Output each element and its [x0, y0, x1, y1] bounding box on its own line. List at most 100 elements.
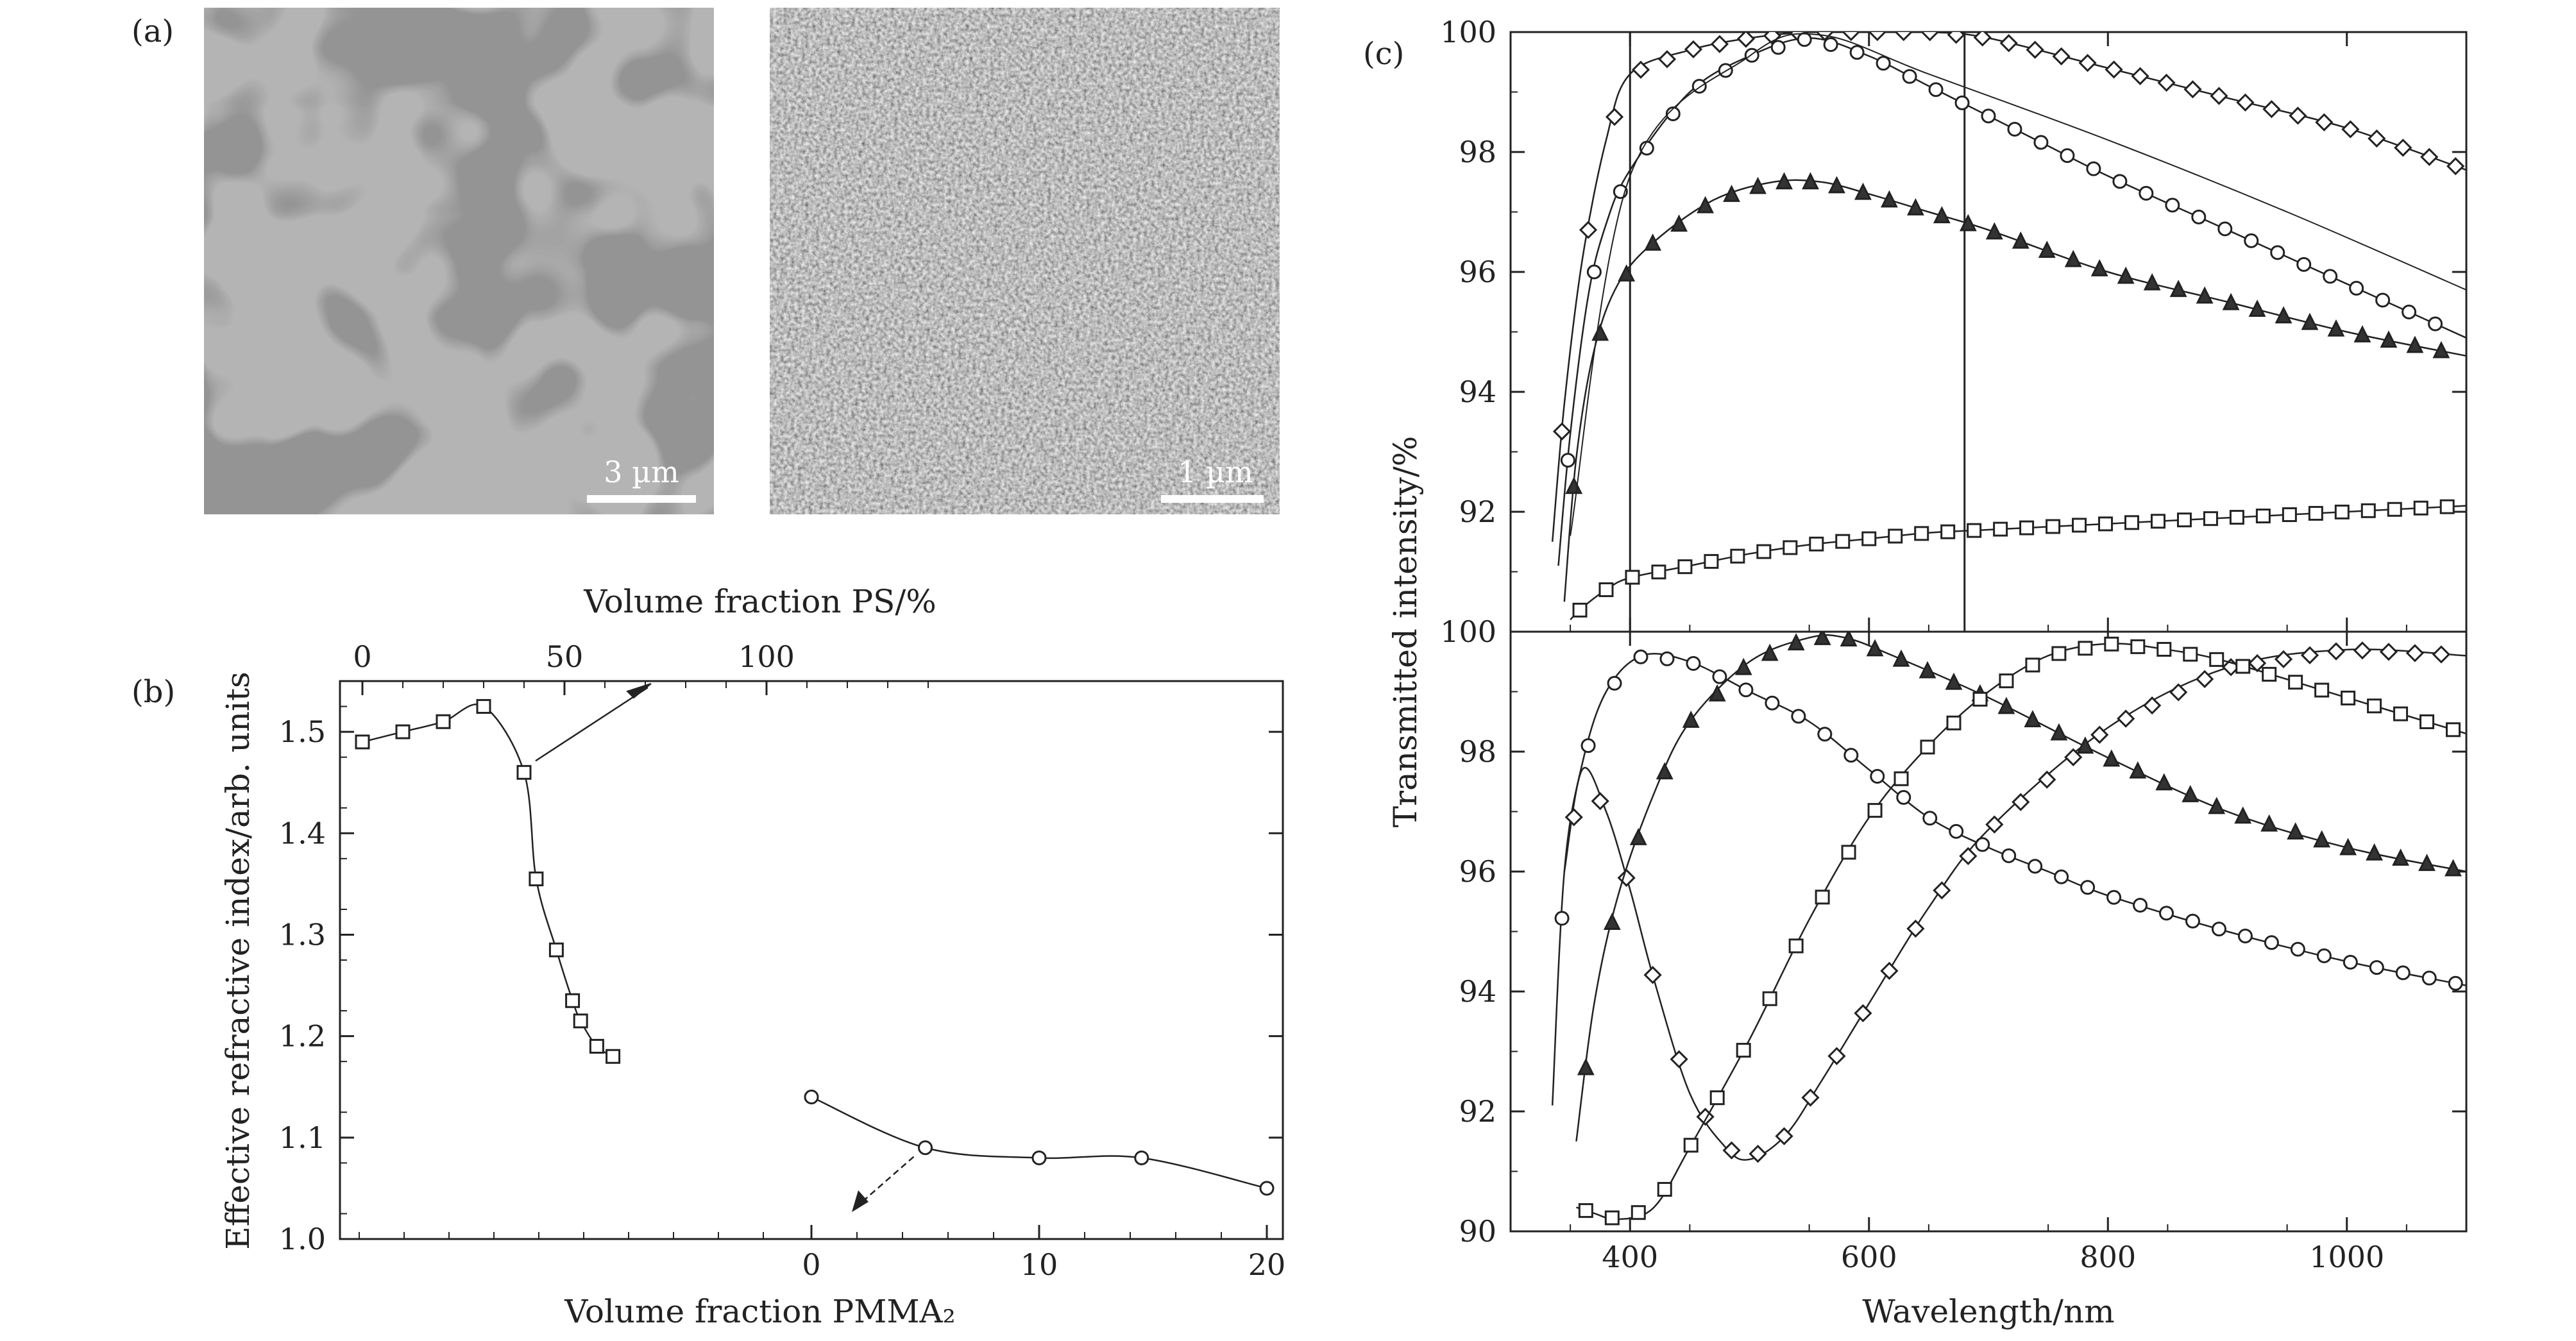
data-point-c	[2169, 683, 2188, 702]
series-line-c	[1563, 648, 2466, 1161]
data-point-c	[2282, 507, 2297, 522]
data-point-c	[1683, 1138, 1699, 1153]
data-point-c	[2104, 636, 2119, 652]
data-point-c	[1734, 657, 1752, 675]
data-point-c	[2255, 509, 2271, 524]
micrograph-right: 1 µm	[770, 8, 1280, 514]
data-point-c	[2448, 975, 2463, 991]
data-point-c	[1723, 185, 1740, 202]
data-point-c	[1933, 881, 1951, 900]
data-point-c	[2025, 657, 2040, 673]
data-point-c	[2301, 312, 2319, 330]
series-line-c	[1551, 32, 2466, 542]
data-point-c	[2262, 666, 2277, 682]
arrow-head-ps	[626, 683, 652, 699]
data-point-c	[2050, 723, 2068, 741]
data-point-c	[1993, 521, 2008, 537]
data-point-c	[2183, 80, 2202, 99]
data-point-c	[2078, 54, 2097, 72]
y-tick-label-b: 1.1	[279, 1120, 326, 1155]
plot-frame-c-bottom	[1509, 630, 2468, 1233]
data-point-c	[1880, 961, 1899, 980]
data-point-c	[2229, 510, 2244, 525]
data-point-c	[2313, 830, 2331, 848]
data-point-c	[1633, 649, 1648, 664]
data-point-c	[2054, 869, 2069, 884]
data-point-c	[1554, 911, 1570, 926]
data-point-c	[2264, 935, 2279, 950]
data-point-b	[1134, 1150, 1149, 1165]
data-point-c	[1919, 661, 1936, 679]
data-point-c	[1896, 789, 1911, 805]
data-point-c	[1914, 526, 1929, 541]
data-point-c	[1605, 108, 1624, 126]
data-point-c	[2060, 148, 2075, 164]
series-line-c	[1575, 634, 2466, 1142]
y-tick-label-c: 92	[1459, 1094, 1496, 1129]
data-point-b	[529, 871, 544, 886]
data-point-c	[2446, 157, 2465, 176]
data-point-c	[1894, 32, 1913, 42]
data-point-b	[918, 1140, 933, 1156]
data-point-c	[1704, 553, 1719, 569]
data-point-c	[2191, 209, 2207, 224]
data-point-c	[1603, 913, 1621, 930]
data-point-c	[1997, 696, 2015, 714]
data-point-c	[2349, 280, 2364, 296]
data-point-c	[2182, 785, 2199, 802]
data-point-c	[2343, 954, 2358, 970]
data-point-c	[2105, 60, 2123, 79]
x-tick-label-c: 400	[1602, 1240, 1658, 1274]
data-point-c	[1552, 422, 1572, 441]
data-point-c	[1738, 682, 1754, 698]
data-point-b	[548, 942, 564, 957]
data-point-c	[2130, 639, 2146, 654]
data-point-c	[1967, 523, 1982, 538]
y-tick-label-c: 94	[1459, 375, 1496, 409]
data-point-c	[1656, 762, 1674, 780]
data-point-c	[1643, 966, 1662, 984]
data-point-c	[1625, 569, 1640, 585]
data-point-c	[1868, 32, 1886, 42]
data-point-c	[1823, 37, 1838, 52]
bottom-tick-label-b: 0	[802, 1247, 820, 1282]
data-point-c	[1607, 675, 1622, 691]
data-point-c	[2051, 646, 2067, 661]
data-point-c	[1985, 222, 2003, 240]
x-tick-label-c: 600	[1841, 1240, 1897, 1274]
data-point-c	[1817, 727, 1833, 742]
data-point-c	[1730, 548, 1745, 564]
data-point-c	[1736, 1043, 1751, 1058]
data-point-c	[1902, 69, 1917, 84]
data-point-c	[2112, 174, 2128, 189]
data-point-c	[1749, 1144, 1767, 1163]
data-point-c	[2270, 245, 2285, 260]
data-point-c	[1604, 1210, 1620, 1226]
data-point-c	[2235, 659, 2251, 674]
data-point-c	[2421, 970, 2437, 986]
data-point-c	[1765, 695, 1780, 711]
data-point-c	[1762, 991, 1777, 1006]
data-point-c	[2157, 641, 2172, 657]
data-point-c	[2315, 113, 2334, 131]
data-point-c	[2007, 121, 2022, 137]
data-point-c	[2379, 643, 2398, 661]
data-point-c	[2432, 645, 2451, 664]
x-tick-label-c: 1000	[2309, 1240, 2384, 1274]
data-point-c	[1999, 673, 2014, 689]
top-axis-label-b: Volume fraction PS/%	[583, 583, 936, 620]
data-point-c	[2334, 504, 2350, 519]
data-point-c	[2012, 231, 2029, 249]
data-point-c	[1888, 528, 1903, 544]
data-point-c	[2076, 736, 2094, 754]
data-point-c	[2124, 515, 2139, 530]
data-point-c	[2001, 848, 2017, 863]
data-point-c	[2217, 221, 2233, 237]
data-point-c	[2143, 273, 2161, 291]
y-tick-label-b: 1.0	[279, 1222, 326, 1256]
y-tick-label-c: 94	[1459, 974, 1496, 1009]
data-point-c	[1579, 221, 1598, 239]
y-tick-label-c: 98	[1459, 734, 1496, 769]
data-point-c	[2406, 335, 2424, 353]
data-point-c	[2274, 650, 2293, 669]
